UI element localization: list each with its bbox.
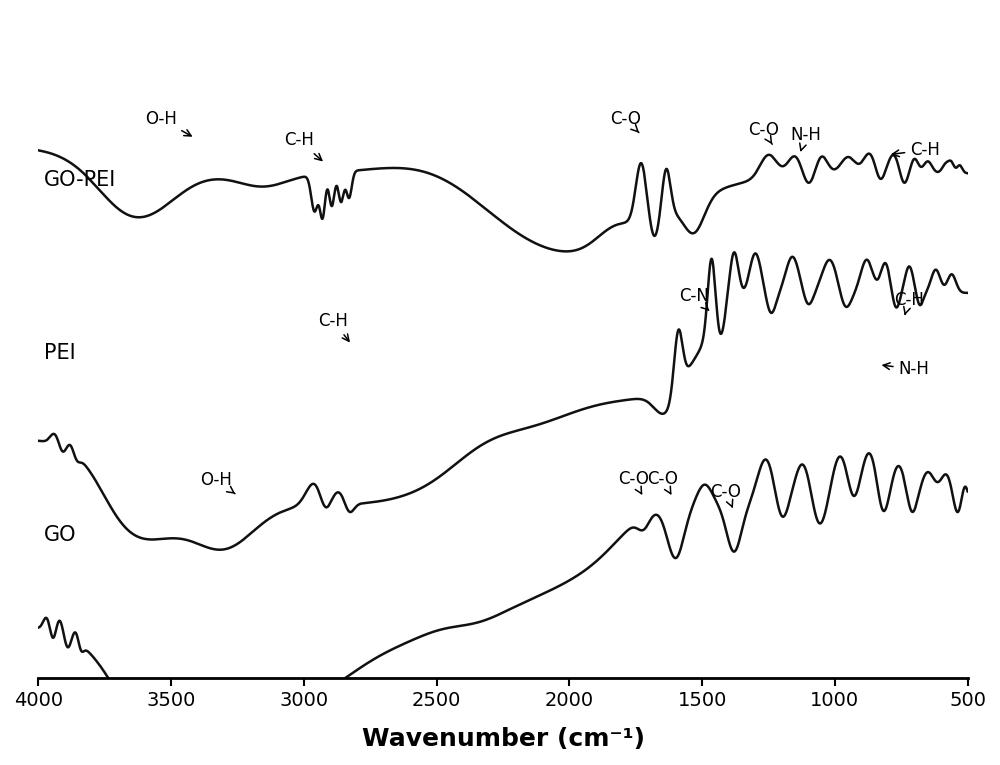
Text: C-O: C-O xyxy=(610,110,641,132)
Text: C-O: C-O xyxy=(618,470,649,493)
Text: C-H: C-H xyxy=(318,312,349,341)
Text: GO-PEI: GO-PEI xyxy=(44,170,116,190)
Text: C-N: C-N xyxy=(679,287,709,310)
Text: C-O: C-O xyxy=(647,470,678,493)
Text: C-H: C-H xyxy=(892,141,940,159)
Text: C-H: C-H xyxy=(284,131,322,161)
Text: GO: GO xyxy=(44,526,76,545)
Text: N-H: N-H xyxy=(790,126,821,151)
Text: N-H: N-H xyxy=(883,360,929,379)
X-axis label: Wavenumber (cm⁻¹): Wavenumber (cm⁻¹) xyxy=(362,727,645,751)
Text: O-H: O-H xyxy=(145,110,191,136)
Text: C-H: C-H xyxy=(894,291,924,314)
Text: O-H: O-H xyxy=(200,471,235,493)
Text: PEI: PEI xyxy=(44,343,75,363)
Text: C-O: C-O xyxy=(711,483,741,507)
Text: C-O: C-O xyxy=(748,121,779,145)
